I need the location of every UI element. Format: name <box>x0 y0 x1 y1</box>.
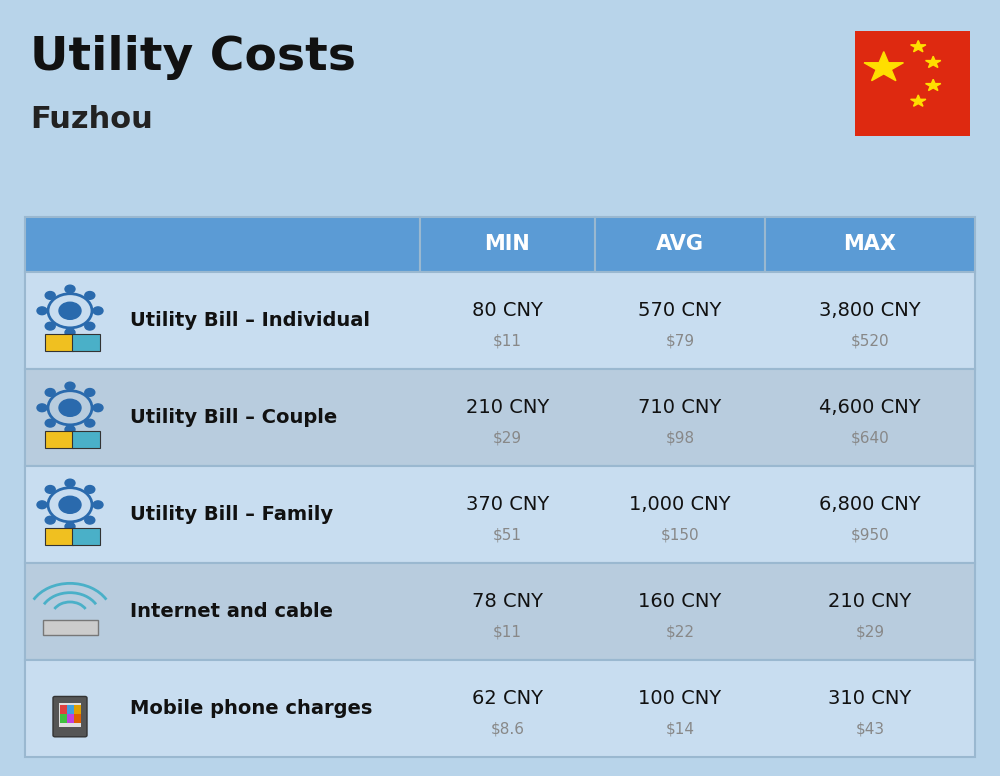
Text: 78 CNY: 78 CNY <box>472 592 543 611</box>
Text: $8.6: $8.6 <box>490 722 524 737</box>
Text: 370 CNY: 370 CNY <box>466 495 549 514</box>
Circle shape <box>45 419 55 427</box>
Circle shape <box>65 329 75 337</box>
FancyBboxPatch shape <box>25 563 975 660</box>
Circle shape <box>65 480 75 487</box>
Text: 210 CNY: 210 CNY <box>466 398 549 417</box>
Circle shape <box>37 501 47 509</box>
FancyBboxPatch shape <box>25 466 975 563</box>
Circle shape <box>37 307 47 315</box>
Text: Mobile phone charges: Mobile phone charges <box>130 698 372 718</box>
Circle shape <box>85 486 95 494</box>
Text: $22: $22 <box>665 625 694 640</box>
Polygon shape <box>926 56 941 68</box>
FancyBboxPatch shape <box>67 705 74 715</box>
Text: 310 CNY: 310 CNY <box>828 689 912 708</box>
Text: 4,600 CNY: 4,600 CNY <box>819 398 921 417</box>
Text: $43: $43 <box>855 722 885 737</box>
FancyBboxPatch shape <box>855 31 970 136</box>
FancyBboxPatch shape <box>420 217 595 272</box>
Text: 160 CNY: 160 CNY <box>638 592 722 611</box>
Text: Utility Bill – Individual: Utility Bill – Individual <box>130 310 370 330</box>
FancyBboxPatch shape <box>765 217 975 272</box>
Circle shape <box>45 486 55 494</box>
Text: $14: $14 <box>665 722 694 737</box>
Text: 710 CNY: 710 CNY <box>638 398 722 417</box>
Text: $640: $640 <box>851 431 889 446</box>
Circle shape <box>37 404 47 412</box>
Text: $29: $29 <box>493 431 522 446</box>
FancyBboxPatch shape <box>60 705 67 715</box>
Text: $29: $29 <box>855 625 885 640</box>
Circle shape <box>85 292 95 300</box>
Polygon shape <box>911 95 926 106</box>
Text: AVG: AVG <box>656 234 704 255</box>
Circle shape <box>45 389 55 397</box>
FancyBboxPatch shape <box>60 714 67 723</box>
FancyBboxPatch shape <box>72 334 100 352</box>
FancyBboxPatch shape <box>45 334 73 352</box>
Circle shape <box>85 419 95 427</box>
Circle shape <box>59 497 81 514</box>
Circle shape <box>59 303 81 320</box>
Circle shape <box>59 400 81 417</box>
FancyBboxPatch shape <box>72 431 100 449</box>
Text: 80 CNY: 80 CNY <box>472 301 543 320</box>
Circle shape <box>45 292 55 300</box>
Text: 100 CNY: 100 CNY <box>638 689 722 708</box>
FancyBboxPatch shape <box>45 528 73 546</box>
Text: 570 CNY: 570 CNY <box>638 301 722 320</box>
FancyBboxPatch shape <box>25 272 975 369</box>
Text: Internet and cable: Internet and cable <box>130 601 333 621</box>
Text: 62 CNY: 62 CNY <box>472 689 543 708</box>
FancyBboxPatch shape <box>25 660 975 757</box>
Circle shape <box>93 501 103 509</box>
Text: Utility Bill – Couple: Utility Bill – Couple <box>130 407 337 427</box>
FancyBboxPatch shape <box>45 431 73 449</box>
Circle shape <box>93 404 103 412</box>
Polygon shape <box>864 52 903 81</box>
Text: 6,800 CNY: 6,800 CNY <box>819 495 921 514</box>
FancyBboxPatch shape <box>74 714 81 723</box>
Text: $150: $150 <box>661 528 699 543</box>
Text: 210 CNY: 210 CNY <box>828 592 912 611</box>
Circle shape <box>65 523 75 531</box>
Text: 3,800 CNY: 3,800 CNY <box>819 301 921 320</box>
Circle shape <box>65 425 75 434</box>
Text: $51: $51 <box>493 528 522 543</box>
Text: MAX: MAX <box>844 234 896 255</box>
FancyBboxPatch shape <box>53 697 87 737</box>
Circle shape <box>65 286 75 293</box>
Text: $79: $79 <box>665 334 695 349</box>
FancyBboxPatch shape <box>74 705 81 715</box>
Text: $950: $950 <box>851 528 889 543</box>
FancyBboxPatch shape <box>595 217 765 272</box>
FancyBboxPatch shape <box>72 528 100 546</box>
Text: Utility Bill – Family: Utility Bill – Family <box>130 504 333 524</box>
Polygon shape <box>911 40 926 52</box>
FancyBboxPatch shape <box>25 369 975 466</box>
Circle shape <box>85 389 95 397</box>
Text: MIN: MIN <box>485 234 530 255</box>
FancyBboxPatch shape <box>25 217 420 272</box>
Circle shape <box>93 307 103 315</box>
Text: $520: $520 <box>851 334 889 349</box>
Text: Utility Costs: Utility Costs <box>30 35 356 80</box>
FancyBboxPatch shape <box>43 620 98 636</box>
Text: $11: $11 <box>493 625 522 640</box>
FancyBboxPatch shape <box>59 703 81 727</box>
Circle shape <box>85 322 95 330</box>
Text: 1,000 CNY: 1,000 CNY <box>629 495 731 514</box>
Text: $11: $11 <box>493 334 522 349</box>
Circle shape <box>45 516 55 524</box>
Text: Fuzhou: Fuzhou <box>30 105 153 133</box>
FancyBboxPatch shape <box>67 714 74 723</box>
Circle shape <box>65 383 75 390</box>
Text: $98: $98 <box>665 431 695 446</box>
Polygon shape <box>926 79 941 91</box>
Circle shape <box>85 516 95 524</box>
Circle shape <box>45 322 55 330</box>
